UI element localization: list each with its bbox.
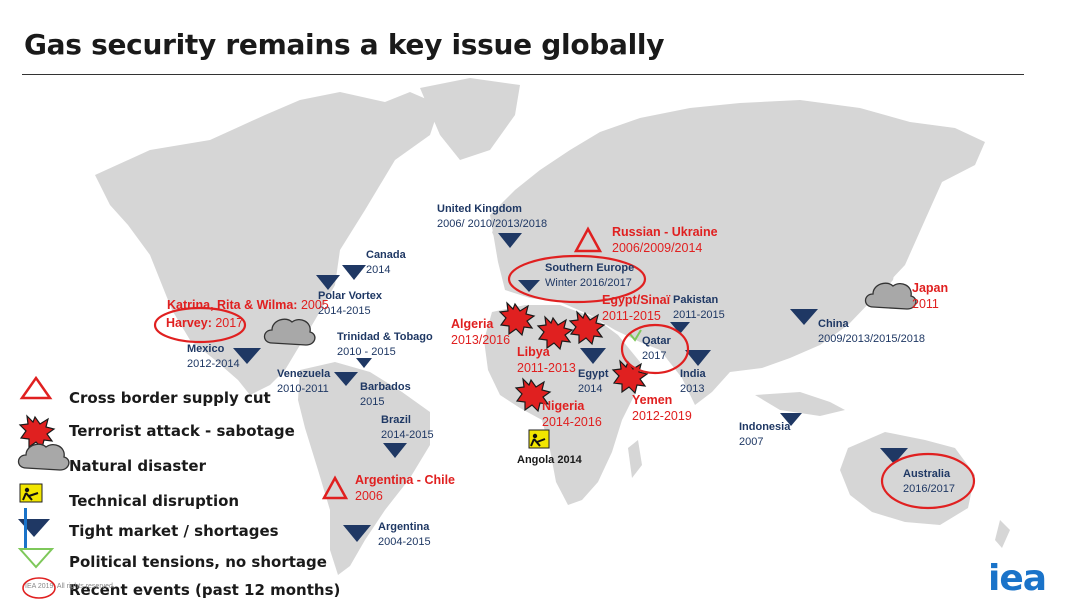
tight-market-marker-pakistan <box>670 322 690 334</box>
label-polar: Polar Vortex 2014-2015 <box>318 290 382 317</box>
tight-market-marker-china <box>790 309 818 325</box>
label-harvey: Harvey: 2017 <box>166 316 244 330</box>
legend-red-ellipse-icon <box>22 577 56 599</box>
cloud-icon-harvey <box>263 318 316 346</box>
label-mexico: Mexico 2012-2014 <box>187 343 240 370</box>
cross-border-markers <box>321 226 603 500</box>
page-title: Gas security remains a key issue globall… <box>24 28 665 61</box>
north-america-landmass <box>95 92 440 395</box>
label-barbados: Barbados 2015 <box>360 381 411 408</box>
tight-market-marker-canada <box>342 265 366 280</box>
label-nigeria: Nigeria 2014-2016 <box>542 399 602 429</box>
recent-ellipse-seurope <box>507 254 647 304</box>
natural-disaster-markers <box>263 282 917 346</box>
label-yemen: Yemen 2012-2019 <box>632 393 692 423</box>
political-marker-qatar <box>629 329 642 342</box>
label-algeria: Algeria 2013/2016 <box>451 317 511 347</box>
tight-market-marker-egypt <box>580 348 606 364</box>
label-egypt: Egypt 2014 <box>578 368 609 395</box>
legend-cross-border-triangle-icon <box>19 375 53 400</box>
uk-landmass <box>492 222 508 250</box>
legend-icons <box>17 375 70 599</box>
tight-market-marker-india <box>685 350 711 366</box>
label-egyptsinai: Egypt/Sinaï 2011-2015 <box>602 293 671 323</box>
label-brazil: Brazil 2014-2015 <box>381 414 434 441</box>
recent-ellipse-harvey <box>153 306 247 344</box>
tight-market-marker-seurope <box>518 280 540 292</box>
tight-market-marker-venezuela <box>334 372 358 386</box>
label-trinidad: Trinidad & Tobago 2010 - 2015 <box>337 331 433 358</box>
tight-market-markers <box>233 233 908 542</box>
label-india: India 2013 <box>680 368 706 395</box>
label-argchile: Argentina - Chile 2006 <box>355 473 456 503</box>
label-japan: Japan 2011 <box>912 281 949 311</box>
land-masses <box>95 78 1010 575</box>
recent-ellipse-australia <box>880 452 976 510</box>
legend-worker-sign-icon <box>19 483 43 503</box>
recent-ellipse-qatar <box>620 323 690 375</box>
eurasia-landmass <box>490 100 985 405</box>
label-angola: Angola 2014 <box>517 454 582 466</box>
label-argentina: Argentina 2004-2015 <box>378 521 431 548</box>
label-libya: Libya 2011-2013 <box>517 345 576 375</box>
label-katrina: Katrina, Rita & Wilma: 2005 <box>167 298 329 312</box>
explosion-icon-libya <box>536 315 574 351</box>
label-china: China 2009/2013/2015/2018 <box>818 318 926 345</box>
legend-down-triangle-icon <box>18 508 50 548</box>
madagascar-landmass <box>628 440 642 478</box>
title-divider <box>22 74 1024 75</box>
legend-green-triangle-icon <box>17 548 55 569</box>
tight-market-marker-australia <box>880 448 908 464</box>
tight-market-marker-mexico <box>233 348 261 364</box>
new-zealand-landmass <box>995 520 1010 548</box>
technical-marker-angola <box>528 429 550 449</box>
japan-landmass <box>876 240 898 295</box>
south-america-landmass <box>298 362 430 575</box>
label-seurope: Southern Europe Winter 2016/2017 <box>545 262 635 289</box>
label-venezuela: Venezuela 2010-2011 <box>277 368 331 395</box>
greenland-landmass <box>420 78 520 160</box>
label-indonesia: Indonesia 2007 <box>739 421 791 448</box>
label-canada: Canada 2014 <box>366 249 406 276</box>
tight-market-marker-brazil <box>383 443 407 458</box>
tight-market-marker-indonesia <box>780 413 802 426</box>
label-pakistan: Pakistan 2011-2015 <box>673 294 725 321</box>
label-australia: Australia 2016/2017 <box>903 468 955 495</box>
cross-border-marker-argchile <box>321 475 349 500</box>
africa-landmass <box>484 305 640 505</box>
explosion-icon-nigeria <box>514 377 552 413</box>
copyright-footer: IEA 2019. All rights reserved. <box>25 583 115 590</box>
tight-market-marker-polar <box>316 275 340 290</box>
tight-market-marker-argentina <box>343 525 371 542</box>
legend-cloud-icon <box>17 443 70 471</box>
recent-event-markers <box>153 254 976 510</box>
label-uk: United Kingdom 2006/ 2010/2013/2018 <box>437 203 548 230</box>
iea-logo: iea <box>988 558 1047 599</box>
legend-explosion-icon <box>18 414 56 450</box>
cloud-icon-japan <box>864 282 917 310</box>
tight-market-marker-uk <box>498 233 522 248</box>
terrorist-markers <box>498 301 649 413</box>
explosion-icon-egyptsinai <box>568 310 606 346</box>
tight-market-marker-trinidad <box>356 358 372 368</box>
cross-border-marker-russia <box>573 226 603 253</box>
explosion-icon-algeria <box>498 301 536 337</box>
indonesia-landmass <box>755 392 845 416</box>
label-qatar: Qatar 2017 <box>642 335 671 362</box>
label-russia: Russian - Ukraine 2006/2009/2014 <box>612 225 718 255</box>
